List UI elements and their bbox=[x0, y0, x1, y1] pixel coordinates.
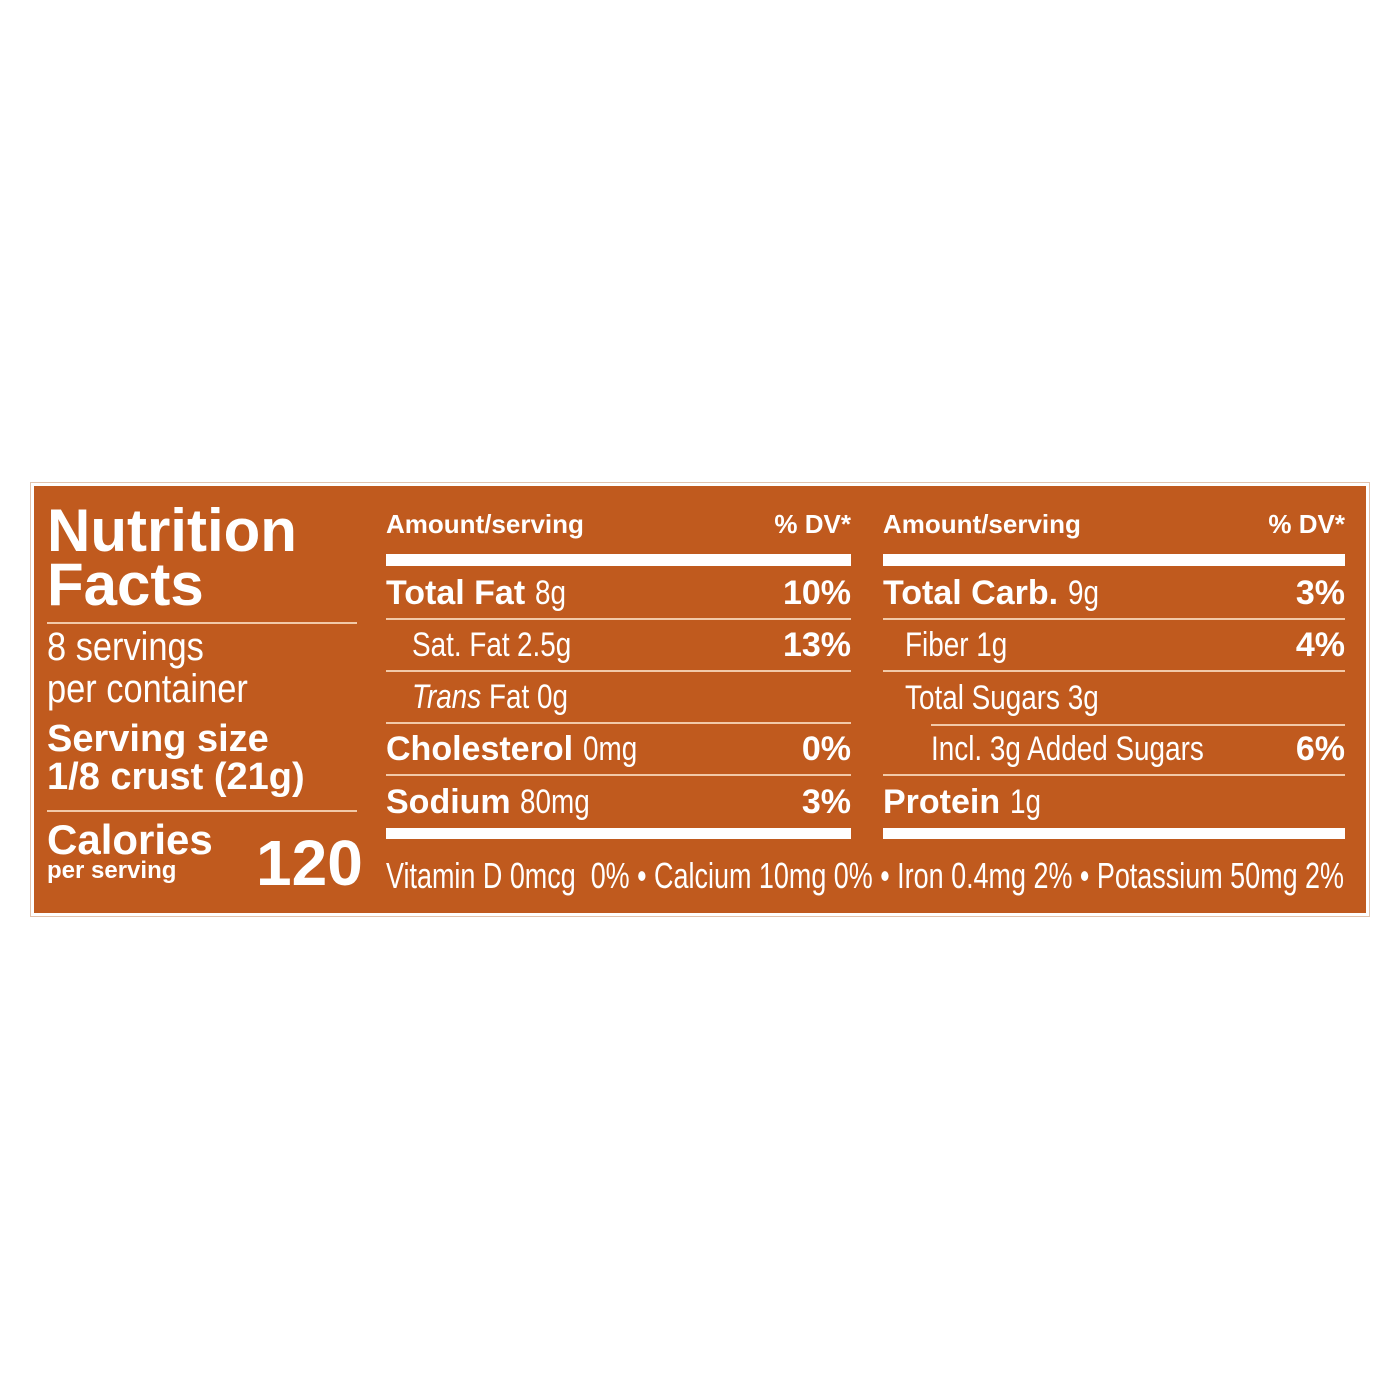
nutrient-amount: Fat 0g bbox=[488, 677, 568, 716]
thick-divider bbox=[883, 828, 1345, 839]
table-row: Total Fat 8g 10% bbox=[386, 568, 851, 620]
table-row: Total Carb. 9g 3% bbox=[883, 568, 1345, 620]
vitamins-minerals-line: Vitamin D 0mcg 0% • Calcium 10mg 0% • Ir… bbox=[386, 855, 1400, 897]
nutrient-name: Total Sugars 3g bbox=[905, 678, 1099, 717]
nutrient-amount: 1g bbox=[1009, 782, 1041, 821]
nutrient-name: Sodium bbox=[386, 782, 511, 821]
table-row: Fiber 1g 4% bbox=[883, 620, 1345, 672]
thick-divider bbox=[883, 554, 1345, 566]
nutrient-dv: 10% bbox=[782, 573, 851, 612]
nutrient-name: Total Fat bbox=[386, 573, 526, 612]
thick-divider bbox=[386, 554, 851, 566]
servings-per-container: 8 servings per container bbox=[47, 626, 280, 710]
table-header: Amount/serving % DV* bbox=[883, 504, 1345, 544]
nutrient-amount: 80mg bbox=[520, 782, 590, 821]
nutrient-name: Sat. Fat bbox=[412, 625, 510, 664]
divider bbox=[931, 724, 1345, 726]
servings-label: per container bbox=[47, 667, 248, 711]
nutrient-table-right: Amount/serving % DV* Total Carb. 9g 3% F… bbox=[883, 504, 1345, 839]
nutrient-amount: 8g bbox=[534, 573, 566, 612]
nutrient-amount: 0mg bbox=[582, 729, 637, 768]
table-row: Protein 1g bbox=[883, 776, 1345, 828]
header-amount: Amount/serving bbox=[883, 508, 1081, 539]
serving-size-label: Serving size bbox=[47, 718, 269, 760]
nutrient-dv: 0% bbox=[801, 729, 851, 768]
nutrient-table-left: Amount/serving % DV* Total Fat 8g 10% Sa… bbox=[386, 504, 851, 839]
header-dv: % DV* bbox=[1268, 508, 1345, 539]
nutrient-name: Protein bbox=[883, 782, 1001, 821]
divider bbox=[47, 622, 357, 624]
nutrient-amount: 9g bbox=[1067, 573, 1099, 612]
divider bbox=[47, 810, 357, 812]
table-row: Trans Fat 0g bbox=[386, 672, 851, 724]
nutrition-facts-title: Nutrition Facts bbox=[47, 497, 297, 618]
nutrient-name: Incl. 3g Added Sugars bbox=[931, 729, 1204, 768]
table-row: Sat. Fat 2.5g 13% bbox=[386, 620, 851, 672]
nutrition-facts-body: Nutrition Facts 8 servings per container… bbox=[34, 486, 1366, 913]
nutrient-dv: 13% bbox=[782, 625, 851, 664]
calories-value: 120 bbox=[256, 827, 363, 899]
nutrition-facts-panel: Nutrition Facts 8 servings per container… bbox=[30, 482, 1370, 917]
table-row: Cholesterol 0mg 0% bbox=[386, 724, 851, 776]
nutrient-dv: 6% bbox=[1295, 729, 1345, 768]
serving-size: Serving size 1/8 crust (21g) bbox=[47, 720, 305, 796]
table-row: Sodium 80mg 3% bbox=[386, 776, 851, 828]
title-line-2: Facts bbox=[47, 551, 204, 618]
header-dv: % DV* bbox=[774, 508, 851, 539]
table-header: Amount/serving % DV* bbox=[386, 504, 851, 544]
calories-label-block: Calories per serving bbox=[47, 816, 213, 884]
thick-divider bbox=[386, 828, 851, 839]
nutrient-dv: 4% bbox=[1295, 625, 1345, 664]
nutrient-name: Cholesterol bbox=[386, 729, 574, 768]
nutrient-dv: 3% bbox=[1295, 573, 1345, 612]
nutrient-name: Total Carb. bbox=[883, 573, 1059, 612]
serving-size-value: 1/8 crust (21g) bbox=[47, 756, 305, 798]
nutrient-name: Fiber 1g bbox=[905, 625, 1008, 664]
calories-label: Calories bbox=[47, 816, 213, 863]
title-line-1: Nutrition bbox=[47, 497, 297, 564]
vitamins-text: Vitamin D 0mcg 0% • Calcium 10mg 0% • Ir… bbox=[386, 855, 1344, 896]
servings-count: 8 servings bbox=[47, 625, 204, 669]
table-row: Total Sugars 3g bbox=[883, 672, 1345, 726]
nutrient-name: Trans bbox=[412, 677, 482, 716]
header-amount: Amount/serving bbox=[386, 508, 584, 539]
nutrient-dv: 3% bbox=[801, 782, 851, 821]
calories-per-serving: per serving bbox=[47, 857, 177, 884]
nutrient-amount: 2.5g bbox=[517, 625, 572, 664]
table-row: Incl. 3g Added Sugars 6% bbox=[883, 724, 1345, 776]
